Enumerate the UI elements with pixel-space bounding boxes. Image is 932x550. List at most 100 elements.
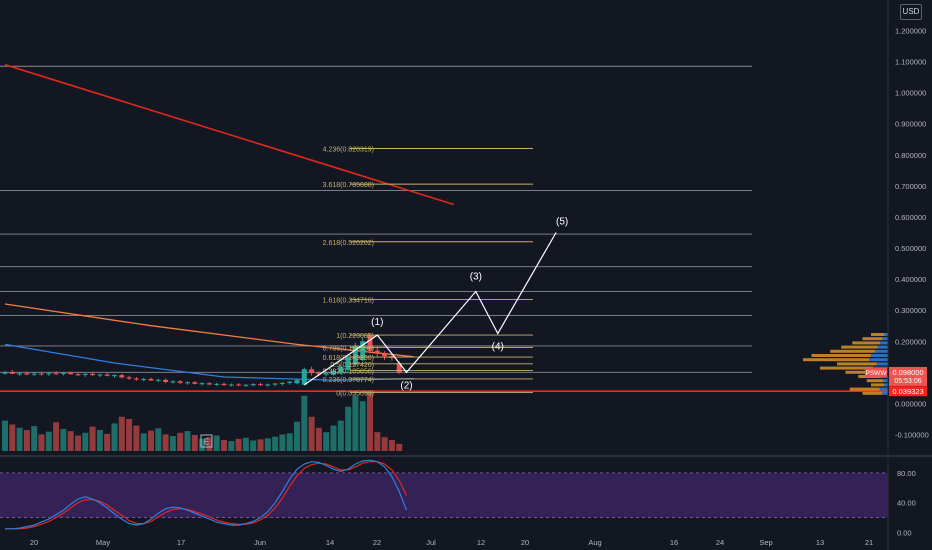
fibonacci-extension[interactable]: 4.236(0.820319) 3.618(0.705688) 2.618(0.52… (323, 146, 533, 398)
blue-moving-average (4, 343, 414, 381)
candle-body (141, 378, 147, 380)
volume-profile-bar (803, 358, 870, 362)
elliott-wave-projection[interactable]: (1) (2) (3) (4) (5) (303, 217, 568, 392)
volume-profile-bar (871, 333, 885, 336)
volume-bar (242, 437, 249, 451)
candle-body (170, 381, 176, 383)
volume-bar (359, 401, 366, 451)
candle-body (236, 384, 242, 386)
volume-bar (257, 439, 264, 451)
volume-bar (294, 421, 300, 451)
volume-bar (235, 438, 242, 451)
candle-body (367, 335, 373, 351)
volume-bar (286, 433, 293, 451)
volume-bar (23, 430, 30, 451)
log-scale-button[interactable] (200, 434, 213, 448)
candle-body (126, 377, 132, 379)
volume-profile (803, 333, 888, 395)
stochastic-k-line (5, 459, 408, 530)
volume-profile-bar (820, 366, 874, 370)
volume-profile-bar (875, 349, 888, 353)
volume-bar (133, 425, 140, 451)
candle-body (345, 356, 351, 370)
candle-body (46, 373, 52, 375)
time-tick-label: 12 (477, 538, 485, 547)
candle-body (250, 384, 256, 386)
volume-profile-bar (830, 349, 876, 353)
volume-bar (155, 428, 162, 451)
symbol-tag-bg (865, 367, 887, 377)
volume-bar (199, 438, 206, 451)
candle-body (338, 366, 344, 374)
volume-bar (148, 430, 154, 451)
time-tick-label: 16 (670, 538, 678, 547)
volume-bar (45, 431, 52, 451)
volume-profile-bar (884, 383, 888, 387)
volume-bar (315, 427, 322, 451)
volume-profile-bar (880, 341, 888, 345)
stochastic-tick-label: 40.00 (897, 499, 916, 508)
candle-body (82, 373, 88, 375)
volume-bar (67, 431, 74, 451)
stochastic-band (0, 472, 888, 518)
candle-body (75, 374, 81, 376)
volume-bar (9, 424, 16, 451)
fib-level-label: 3.618(0.705688) (323, 182, 374, 189)
candle-body (60, 372, 66, 374)
candle-body (68, 372, 74, 375)
price-tick-label: 0.500000 (895, 244, 926, 253)
currency-button[interactable]: USD (900, 4, 922, 20)
fib-level-label: 1.618(0.334716) (323, 297, 374, 304)
volume-bar (177, 432, 184, 451)
candle-body (258, 384, 263, 386)
candle-body (39, 373, 44, 375)
price-tick-label: 1.200000 (895, 27, 926, 36)
price-tick-label: 0.800000 (895, 151, 926, 160)
volume-profile-bar (862, 337, 883, 341)
candle-body (112, 375, 117, 377)
volume-bar (337, 420, 344, 451)
time-tick-label: Jun (254, 538, 266, 547)
time-tick-label: Jul (426, 538, 436, 547)
volume-bar (213, 435, 220, 451)
candle-body (272, 383, 278, 385)
candle-body (331, 370, 336, 375)
volume-profile-bar (879, 387, 888, 391)
candle-body (104, 374, 110, 376)
volume-bar (352, 395, 359, 451)
candle-body (214, 383, 220, 385)
fib-level-label: 0.786(0.180391) (323, 345, 374, 352)
volume-bars (2, 393, 403, 451)
volume-profile-bar (884, 333, 888, 336)
volume-bar (140, 433, 147, 451)
time-tick-label: 13 (816, 538, 824, 547)
price-axis[interactable]: 1.200000 1.100000 1.000000 0.900000 0.800000… (887, 0, 929, 550)
candle-body (228, 384, 234, 386)
volume-bar (104, 433, 111, 451)
volume-profile-bar (871, 383, 885, 387)
volume-bar (250, 440, 257, 451)
volume-bar (75, 435, 81, 451)
candle-body (9, 372, 15, 374)
candle-body (396, 363, 402, 373)
candle-body (287, 381, 293, 383)
volume-bar (96, 430, 103, 451)
candle-body (382, 353, 388, 357)
candle-body (316, 372, 322, 375)
candle-body (360, 341, 366, 360)
volume-bar (367, 393, 373, 451)
candle-body (309, 369, 315, 373)
candle-body (323, 373, 329, 375)
volume-bar (53, 422, 60, 451)
price-tick-label: 0.300000 (895, 306, 926, 315)
symbol-tag: PSWW (866, 370, 888, 377)
candle-body (31, 373, 37, 375)
candle-body (133, 378, 139, 380)
volume-bar (381, 437, 388, 451)
time-axis[interactable]: 20 May 17 Jun 14 22 Jul 12 20 Aug 16 24 Sep 13 21 (30, 538, 873, 547)
candle-body (243, 384, 249, 386)
volume-profile-bar (883, 379, 888, 383)
volume-profile-bar (869, 358, 888, 362)
